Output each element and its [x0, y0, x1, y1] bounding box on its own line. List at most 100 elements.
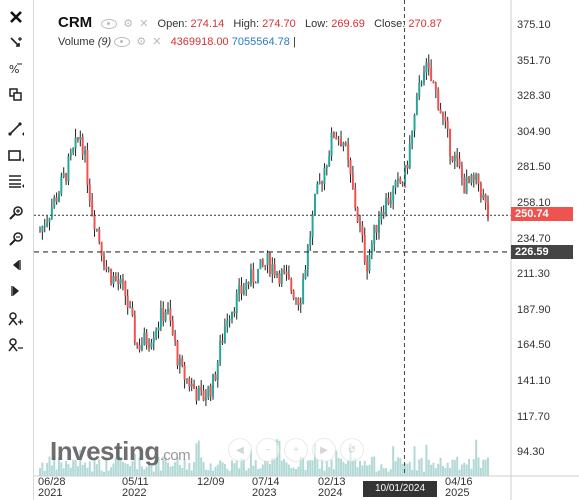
volume-bar — [219, 460, 222, 476]
candle-body — [368, 254, 371, 272]
volume-bar — [328, 467, 331, 476]
volume-bar — [368, 464, 371, 476]
logo-brand: Investing — [50, 436, 160, 466]
volume-bar — [79, 449, 82, 476]
volume-bar — [178, 464, 181, 476]
layers-icon[interactable] — [5, 84, 27, 106]
scroll-left-icon[interactable] — [5, 254, 27, 276]
crosshair-cursor-icon[interactable] — [5, 32, 27, 54]
candle-body — [468, 176, 471, 183]
candle-body — [332, 132, 335, 138]
time-tick-label: 12/09 — [197, 476, 225, 488]
remove-drawings-icon[interactable] — [5, 334, 27, 356]
candle-body — [302, 279, 305, 304]
volume-bar — [337, 458, 340, 476]
candle-body — [53, 197, 56, 208]
zoom-in-button[interactable]: + — [284, 438, 308, 462]
volume-bar — [138, 457, 141, 476]
candle-body — [330, 132, 333, 157]
gear-icon[interactable]: ⚙ — [123, 18, 134, 30]
reset-button[interactable]: ↺ — [340, 438, 364, 462]
candle-body — [55, 197, 58, 202]
volume-bar — [41, 462, 44, 476]
price-tick-label: 141.10 — [517, 375, 551, 387]
close-icon[interactable] — [5, 6, 27, 28]
candle-body — [297, 298, 300, 306]
volume-bar — [332, 469, 335, 476]
candle-body — [382, 212, 385, 215]
candle-body — [389, 200, 392, 204]
candle-body — [152, 337, 155, 343]
volume-bar — [356, 467, 359, 476]
low-label: Low: — [304, 18, 329, 30]
volume-bar — [472, 459, 475, 476]
candle-body — [479, 183, 482, 198]
scroll-forward-button[interactable]: ▶ — [312, 438, 336, 462]
candle-body — [385, 197, 388, 215]
volume-bar — [74, 460, 77, 476]
candle-body — [245, 282, 248, 291]
candle-body — [456, 154, 459, 159]
fibonacci-icon[interactable] — [5, 170, 27, 192]
volume-bar — [439, 457, 442, 476]
volume-bar — [202, 461, 205, 476]
volume-bar — [468, 458, 471, 476]
candle-body — [434, 83, 437, 90]
volume-bar — [377, 470, 380, 476]
volume-bar — [432, 462, 435, 476]
volume-bar — [209, 463, 212, 476]
volume-bar — [268, 463, 271, 476]
volume-bar — [340, 458, 343, 476]
volume-bar — [129, 466, 132, 476]
candle-body — [209, 385, 212, 397]
volume-bar — [55, 469, 58, 476]
candle-body — [238, 285, 241, 294]
candle-body — [195, 389, 198, 401]
candle-body — [321, 181, 324, 185]
volume-bar — [285, 462, 288, 476]
volume-bar — [475, 439, 478, 476]
scroll-back-button[interactable]: ◀ — [228, 438, 252, 462]
candle-body — [145, 332, 148, 345]
settings-person-icon[interactable] — [5, 308, 27, 330]
candle-body — [65, 173, 68, 182]
candle-body — [396, 178, 399, 181]
volume-bar — [430, 464, 433, 476]
visibility-eye-icon[interactable] — [101, 19, 118, 30]
volume-bar — [216, 464, 219, 476]
volume-bar — [359, 460, 361, 476]
rectangle-icon[interactable] — [5, 144, 27, 166]
volume-bar — [53, 456, 56, 476]
candle-body — [266, 253, 269, 266]
zoom-out-icon[interactable] — [5, 228, 27, 250]
volume-bar — [311, 460, 314, 476]
candle-body — [299, 303, 302, 306]
magnet-icon[interactable]: % — [5, 58, 27, 80]
volume-gear-icon[interactable]: ⚙ — [136, 36, 147, 48]
volume-remove-icon[interactable]: ✕ — [152, 36, 162, 48]
candle-body — [176, 341, 179, 366]
volume-bar — [373, 456, 376, 476]
candle-body — [342, 142, 345, 147]
remove-x-icon[interactable]: ✕ — [139, 18, 149, 30]
volume-bar — [460, 464, 463, 476]
volume-bar — [46, 463, 49, 476]
scroll-right-icon[interactable] — [5, 280, 27, 302]
volume-eye-icon[interactable] — [114, 37, 131, 48]
candle-body — [408, 143, 411, 169]
volume-bar — [302, 457, 305, 476]
candle-body — [228, 319, 231, 321]
volume-bar — [254, 460, 257, 476]
trend-line-icon[interactable] — [5, 118, 27, 140]
zoom-in-icon[interactable] — [5, 202, 27, 224]
volume-bar — [221, 462, 224, 476]
crosshair-date-tag: 10/01/2024 — [363, 481, 437, 497]
candle-body — [81, 136, 84, 155]
candle-body — [273, 264, 276, 276]
volume-bar — [112, 463, 115, 476]
zoom-out-button[interactable]: − — [256, 438, 280, 462]
volume-bar — [249, 450, 252, 476]
candle-body — [276, 273, 279, 276]
volume-value-1: 4369918.00 — [170, 36, 229, 48]
